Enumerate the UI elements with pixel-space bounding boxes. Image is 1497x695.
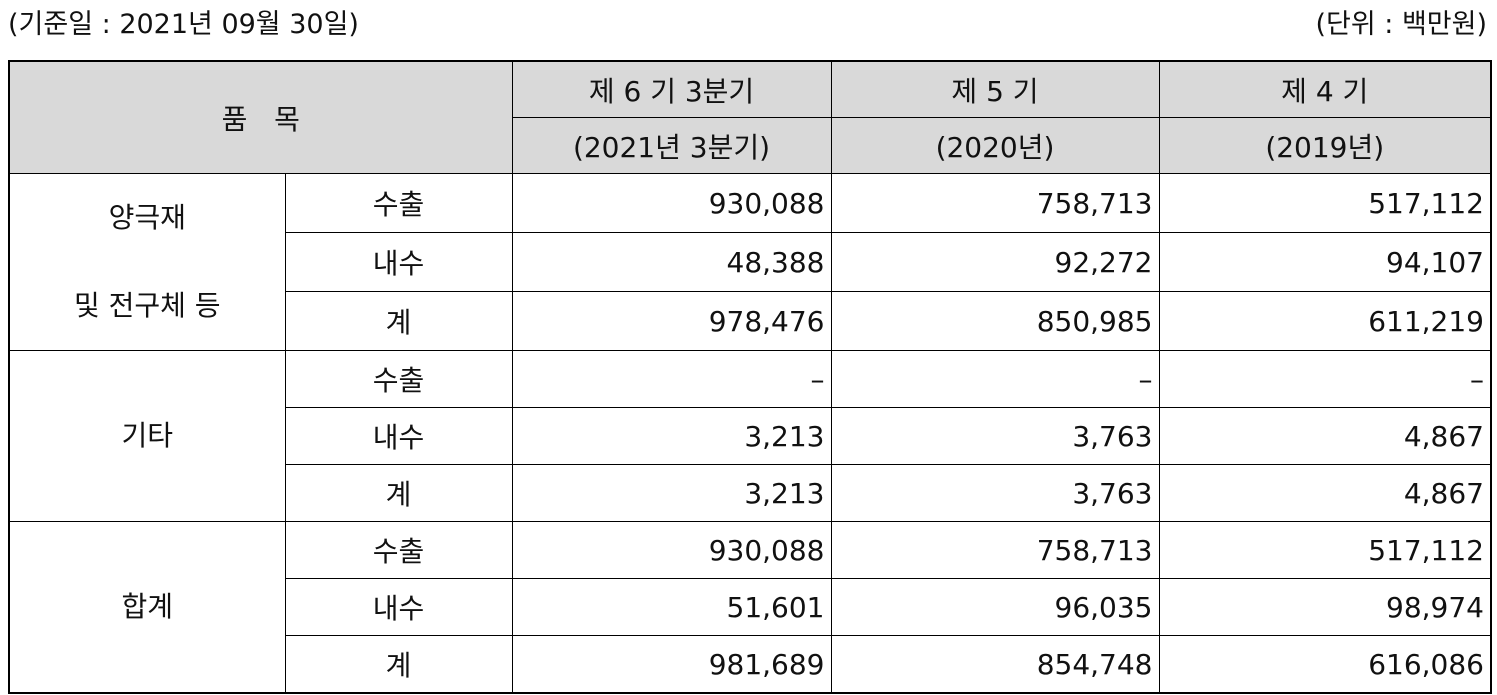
value-cell: 517,112 bbox=[1158, 521, 1492, 579]
row-label: 계 bbox=[284, 464, 513, 522]
value-cell: 517,112 bbox=[1158, 173, 1492, 233]
data-row: 내수 51,601 96,035 98,974 bbox=[9, 578, 1492, 636]
value-cell: – bbox=[1158, 350, 1492, 408]
value-cell: 758,713 bbox=[830, 521, 1160, 579]
value-cell: 3,763 bbox=[830, 407, 1160, 465]
value-cell: – bbox=[830, 350, 1160, 408]
value-cell: 3,213 bbox=[511, 407, 832, 465]
value-cell: 930,088 bbox=[511, 521, 832, 579]
row-label: 내수 bbox=[284, 407, 513, 465]
value-cell: 3,763 bbox=[830, 464, 1160, 522]
value-cell: 981,689 bbox=[511, 635, 832, 694]
row-label: 계 bbox=[284, 635, 513, 694]
data-row: 양극재 및 전구체 등 수출 930,088 758,713 517,112 bbox=[8, 173, 1492, 351]
year-header: (2021년 3분기) bbox=[511, 117, 832, 174]
value-cell: 4,867 bbox=[1158, 407, 1492, 465]
data-row: 내수 48,388 92,272 94,107 bbox=[9, 232, 1492, 292]
group-label-line: 양극재 bbox=[108, 201, 186, 234]
data-row: 계 3,213 3,763 4,867 bbox=[9, 464, 1492, 522]
item-header: 품 목 bbox=[8, 60, 513, 174]
row-label: 수출 bbox=[284, 521, 513, 579]
data-row: 계 978,476 850,985 611,219 bbox=[9, 291, 1492, 351]
group-label: 기타 bbox=[8, 350, 286, 522]
value-cell: 94,107 bbox=[1158, 232, 1492, 292]
data-row: 계 981,689 854,748 616,086 bbox=[9, 635, 1492, 694]
period-header: 제 5 기 bbox=[830, 60, 1160, 118]
row-label: 계 bbox=[284, 291, 513, 351]
value-cell: 92,272 bbox=[830, 232, 1160, 292]
group-label-line: 합계 bbox=[121, 590, 174, 623]
value-cell: 48,388 bbox=[511, 232, 832, 292]
value-cell: 98,974 bbox=[1158, 578, 1492, 636]
value-cell: 611,219 bbox=[1158, 291, 1492, 351]
value-cell: 978,476 bbox=[511, 291, 832, 351]
group-label-line: 및 전구체 등 bbox=[73, 289, 221, 322]
data-row: 합계 수출 930,088 758,713 517,112 bbox=[8, 521, 1492, 694]
unit: (단위 : 백만원) bbox=[1315, 9, 1487, 40]
row-label: 수출 bbox=[284, 173, 513, 233]
value-cell: 854,748 bbox=[830, 635, 1160, 694]
value-cell: – bbox=[511, 350, 832, 408]
value-cell: 4,867 bbox=[1158, 464, 1492, 522]
data-row: 기타 수출 – – – bbox=[8, 350, 1492, 522]
value-cell: 930,088 bbox=[511, 173, 832, 233]
value-cell: 616,086 bbox=[1158, 635, 1492, 694]
header-row: (2021년 3분기) (2020년) (2019년) bbox=[9, 117, 1492, 174]
value-cell: 3,213 bbox=[511, 464, 832, 522]
row-label: 내수 bbox=[284, 578, 513, 636]
row-label: 수출 bbox=[284, 350, 513, 408]
year-header: (2020년) bbox=[830, 117, 1160, 174]
row-label: 내수 bbox=[284, 232, 513, 292]
value-cell: 96,035 bbox=[830, 578, 1160, 636]
group-label: 합계 bbox=[8, 521, 286, 694]
period-header: 제 4 기 bbox=[1158, 60, 1492, 118]
group-label-line: 기타 bbox=[121, 419, 174, 452]
value-cell: 758,713 bbox=[830, 173, 1160, 233]
year-header: (2019년) bbox=[1158, 117, 1492, 174]
base-date: (기준일 : 2021년 09월 30일) bbox=[8, 9, 359, 40]
value-cell: 850,985 bbox=[830, 291, 1160, 351]
period-header: 제 6 기 3분기 bbox=[511, 60, 832, 118]
data-row: 내수 3,213 3,763 4,867 bbox=[9, 407, 1492, 465]
value-cell: 51,601 bbox=[511, 578, 832, 636]
